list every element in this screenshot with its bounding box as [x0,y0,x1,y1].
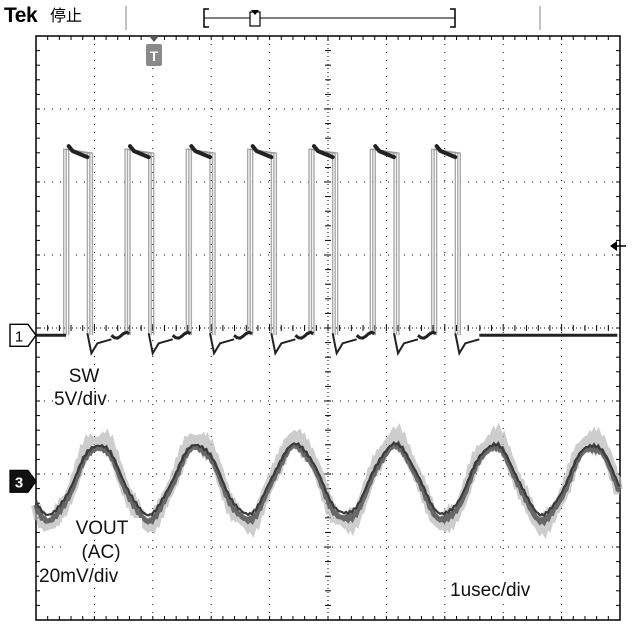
sw-pulse-edge [188,148,214,336]
sw-pulse-top [189,144,213,160]
trigger-position-label: T [150,48,159,64]
sw-pulse-edge [68,148,89,336]
sw-pulse-edge [435,148,457,336]
sw-pulse-edge [126,148,152,336]
sw-pulse-edge [374,148,395,336]
sw-pulse-top [311,144,335,160]
channel-markers: T 1 3 [9,36,626,493]
sw-undershoot [331,333,357,357]
sw-pulse-edge [372,148,398,336]
sw-pulse-edge [313,148,334,336]
sw-pulse-edge [185,148,216,336]
sw-pulse-edge [310,148,336,336]
trigger-pointer-icon [251,10,259,15]
sw-pulse-edge [129,148,150,336]
trigger-level-arrow-icon[interactable] [610,241,617,251]
graticule-grid [35,35,621,621]
sw-pulse-edge [430,148,462,336]
sw-pulse-edge [251,148,273,336]
sw-pulse-edge [65,148,91,336]
vout-channel-label: VOUT [62,518,142,540]
sw-low-segment [417,330,437,340]
sw-pulse-top [66,144,90,160]
sw-pulse-edge [308,148,339,336]
sw-undershoot [209,333,235,357]
sw-pulse-top [373,144,396,160]
trigger-position-pointer [149,36,159,42]
sw-low-segment [355,330,376,340]
sw-pulse-edge [433,148,459,336]
sw-undershoot [393,333,419,357]
sw-pulse-edge [369,148,400,336]
vout-trace [33,440,622,527]
status-bar [125,6,541,30]
sw-pulse-edge [246,148,278,336]
sw-undershoot [270,333,296,357]
sw-scale-label: 5V/div [54,389,107,411]
sw-low-segment [233,330,253,340]
sw-channel-label: SW [52,366,116,388]
sw-low-segment [171,330,192,340]
vout-trace-core [34,441,621,518]
sw-pulse-top [250,144,274,160]
sw-low-segment [294,330,314,340]
channel-1-ground-marker[interactable] [9,323,37,347]
sw-undershoot [86,333,112,357]
timebase-label: 1usec/div [450,580,531,602]
channel-1-label: 1 [15,328,23,345]
vout-coupling-label: (AC) [66,542,136,564]
sw-pulse-top [434,144,458,160]
sw-undershoot [147,333,173,357]
channel-3-label: 3 [15,474,23,491]
trigger-position-marker[interactable] [146,44,162,66]
sw-low-segment [110,330,130,340]
channel-3-ground-marker[interactable] [9,469,37,493]
sw-pulse-top [128,144,151,160]
sw-pulse-edge [249,148,275,336]
sw-pulse-edge [190,148,211,336]
sw-undershoot [454,333,480,357]
sw-pulse-edge [124,148,155,336]
brand-label: Tek [4,4,38,27]
waveform-traces [31,144,623,539]
vout-scale-label: 20mV/div [39,566,119,588]
sw-pulse-edge [63,148,94,336]
acquisition-status: 停止 [50,6,83,25]
